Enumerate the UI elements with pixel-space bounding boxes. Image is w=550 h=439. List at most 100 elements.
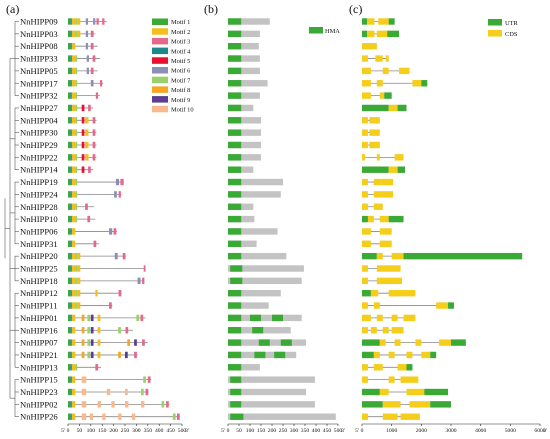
gene-name: NnHIPP28 [20, 202, 58, 212]
gene-name: NnHIPP04 [20, 115, 58, 125]
cds-block [362, 203, 368, 210]
motif-box [71, 252, 76, 260]
motif-legend-swatch [152, 86, 168, 93]
cds-block [379, 215, 389, 223]
axis_b-tick-label: 300 [290, 428, 299, 434]
motif-box [166, 401, 169, 408]
motif-box [70, 252, 72, 260]
motif-box [71, 265, 76, 272]
hma-domain [228, 290, 242, 297]
utr-block [421, 80, 428, 87]
motif-box [70, 129, 72, 136]
cds-block [421, 351, 431, 359]
gene-name: NnHIPP24 [20, 189, 58, 199]
motif-box [68, 376, 71, 383]
motif-box [70, 413, 72, 420]
motif-box [68, 302, 71, 309]
cds-block [367, 215, 374, 223]
hma-domain [230, 401, 242, 408]
protein-bar [228, 141, 261, 149]
axis_a-tick-label: 500 [178, 428, 187, 434]
motif-box [102, 18, 105, 25]
motif-box [75, 277, 78, 285]
cds-block [382, 327, 389, 334]
motif-box [75, 92, 78, 99]
hma-domain [230, 376, 242, 383]
motif-box [68, 178, 71, 186]
motif-box [85, 141, 89, 149]
motif-box [111, 401, 115, 408]
motif-box [71, 92, 76, 99]
motif-box [68, 327, 71, 334]
motif-box [70, 314, 72, 322]
protein-bar [228, 80, 268, 87]
motif-box [97, 314, 101, 322]
motif-box [68, 203, 71, 210]
hma-domain [250, 314, 261, 322]
motif-box [70, 203, 72, 210]
motif-box [70, 141, 72, 149]
utr-block [451, 339, 466, 346]
axis_c-start-label: 5' [355, 428, 359, 434]
gene-name: NnHIPP08 [20, 41, 58, 51]
panel-label-c: (c) [349, 2, 362, 16]
motif-box [71, 228, 76, 235]
cds-block [362, 129, 368, 136]
axis_a-tick-label: 100 [87, 428, 96, 434]
axis_b-tick-label: 50 [236, 428, 242, 434]
motif-box [71, 351, 76, 359]
motif-box [70, 401, 72, 408]
axis_b-tick-label: 200 [268, 428, 277, 434]
motif-box [71, 141, 76, 149]
cds-block [376, 277, 403, 285]
motif-box [81, 166, 85, 173]
utr-block [362, 215, 368, 223]
motif-box [71, 240, 76, 247]
cds-block [367, 18, 375, 25]
gene-name: NnHIPP23 [20, 387, 58, 397]
axis_a-tick-label: 150 [98, 428, 107, 434]
motif-box [70, 178, 72, 186]
motif-legend-swatch [152, 37, 168, 45]
motif-box [71, 30, 76, 38]
hma-domain [228, 55, 242, 62]
motif-box [75, 117, 78, 124]
motif-box [75, 18, 78, 25]
utr-block [384, 92, 392, 99]
protein-bar [228, 129, 261, 136]
motif-box [68, 92, 71, 99]
motif-box [70, 376, 72, 383]
motif-box [75, 80, 78, 87]
utr-block [406, 364, 413, 371]
motif-box [81, 401, 87, 408]
motif-box [68, 129, 71, 136]
motif-box [75, 141, 78, 149]
axis_c-tick-label: 4000 [475, 428, 486, 434]
gene-name: NnHIPP16 [20, 325, 58, 335]
utr-block [362, 388, 380, 396]
gene-name: NnHIPP20 [20, 251, 58, 261]
motif-legend-label: Motif 9 [171, 97, 190, 104]
motif-box [92, 117, 96, 124]
cds-block [362, 265, 368, 272]
cds-block [391, 314, 398, 322]
motif-box [127, 339, 131, 346]
motif-box [114, 191, 117, 198]
utr-block [362, 351, 374, 359]
hma-domain [230, 413, 244, 420]
motif-box [71, 401, 76, 408]
gene-name: NnHIPP26 [20, 412, 58, 422]
hma-legend-swatch [309, 27, 323, 34]
motif-box [68, 240, 71, 247]
motif-box [125, 401, 129, 408]
axis_a-tick-label: 0 [67, 428, 70, 434]
panel-label-b: (b) [204, 2, 218, 16]
cds-block [400, 413, 420, 420]
motif-box [99, 80, 103, 87]
cds-legend-label: CDS [505, 31, 518, 38]
utr-block [448, 302, 454, 309]
motif-box [90, 67, 94, 75]
motif-box [68, 277, 71, 285]
motif-box [113, 228, 117, 235]
cds-block [382, 413, 398, 420]
